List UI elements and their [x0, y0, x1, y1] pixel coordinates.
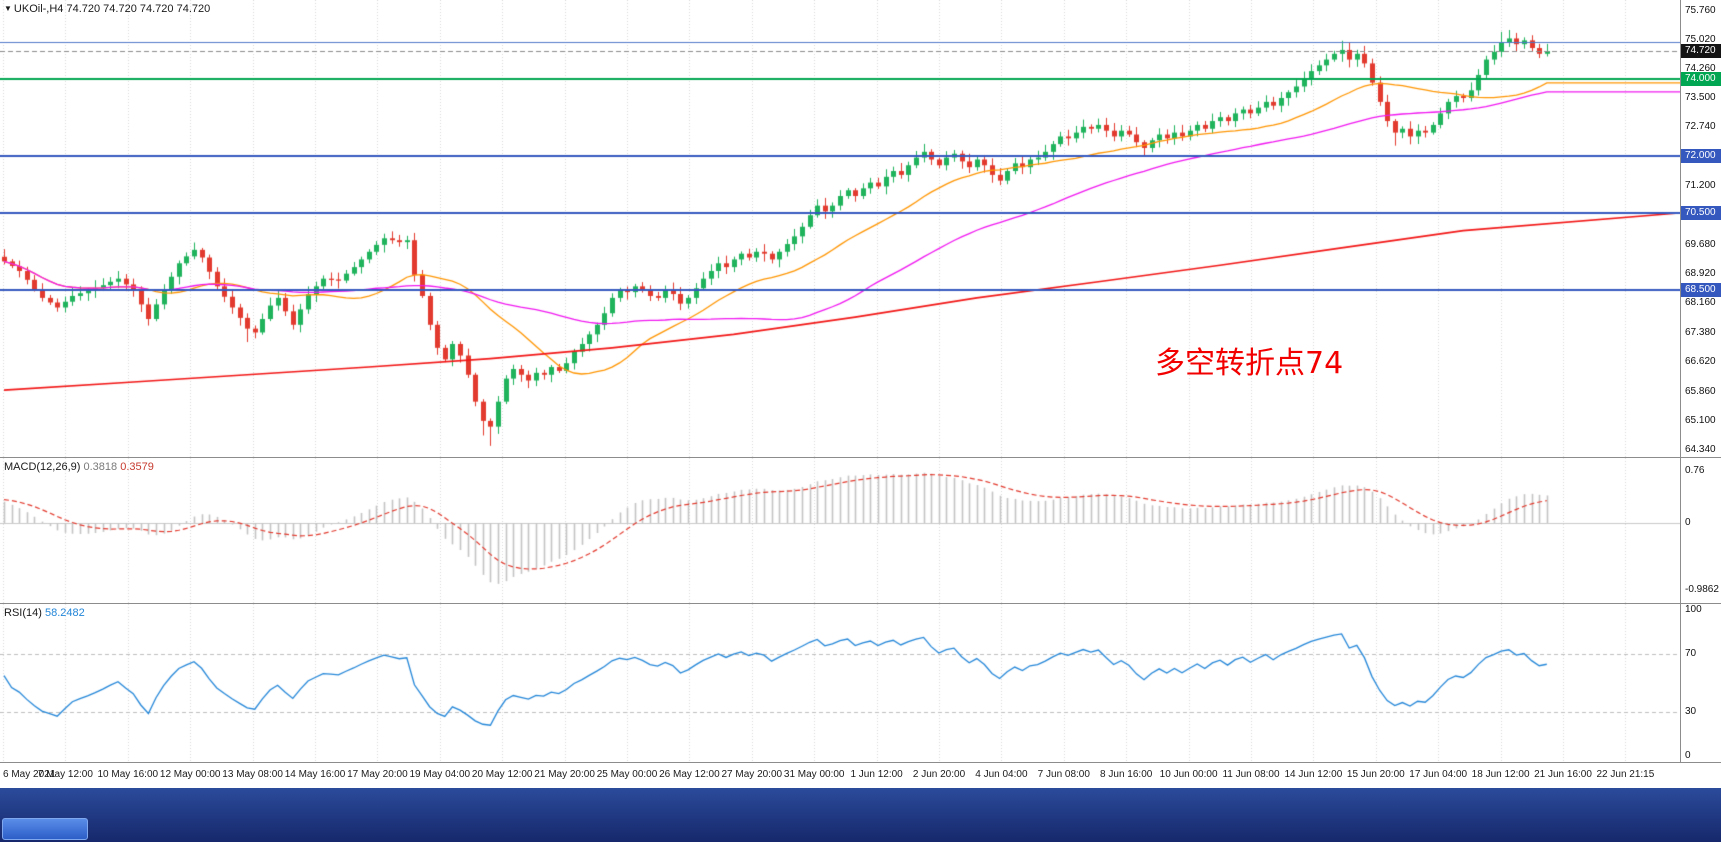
time-axis-label: 20 May 12:00 [471, 769, 533, 780]
hline-badge-70-500: 70.500 [1681, 206, 1721, 221]
time-axis-label: 7 Jun 08:00 [1037, 769, 1090, 780]
chart-annotation-text: 多空转折点74 [1155, 346, 1344, 381]
time-axis-label: 12 May 00:00 [159, 769, 221, 780]
price-axis-label: 64.340 [1685, 444, 1716, 456]
time-axis-label: 2 Jun 20:00 [912, 769, 966, 780]
macd-axis-label: -0.9862 [1685, 584, 1719, 596]
rsi-value: 58.2482 [44, 607, 85, 619]
rsi-indicator-label: RSI(14) 58.2482 [4, 607, 85, 619]
time-axis-label: 14 Jun 12:00 [1284, 769, 1343, 780]
macd-axis-label: 0 [1685, 516, 1691, 528]
hline-badge-74-000: 74.000 [1681, 71, 1721, 86]
symbol-ohlc-text: UKOil-,H4 74.720 74.720 74.720 74.720 [13, 3, 211, 15]
rsi-axis-label: 70 [1685, 647, 1697, 659]
macd-axis-label: 0.76 [1685, 464, 1705, 476]
time-axis-label: 13 May 08:00 [222, 769, 283, 780]
macd-signal-value: 0.3579 [120, 461, 154, 473]
time-axis-label: 21 Jun 16:00 [1534, 769, 1592, 780]
time-axis-label: 10 Jun 00:00 [1159, 769, 1218, 780]
macd-name: MACD(12,26,9) [4, 461, 81, 473]
price-axis-label: 66.620 [1685, 356, 1716, 368]
hline-badge-72-000: 72.000 [1681, 148, 1721, 163]
price-axis-label: 65.100 [1685, 414, 1716, 426]
rsi-name: RSI(14) [4, 607, 42, 619]
time-axis-label: 10 May 16:00 [97, 769, 159, 780]
time-axis-label: 26 May 12:00 [659, 769, 720, 780]
time-axis-label: 18 Jun 12:00 [1471, 769, 1530, 780]
pane-divider[interactable] [0, 603, 1721, 604]
time-axis-label: 25 May 00:00 [596, 769, 658, 780]
time-axis-label: 11 Jun 08:00 [1222, 769, 1280, 780]
chart-ohlc-label: ▼ UKOil-,H4 74.720 74.720 74.720 74.720 [4, 3, 210, 15]
macd-indicator-canvas[interactable] [0, 458, 1680, 603]
hline-badge-68-500: 68.500 [1681, 283, 1721, 298]
time-axis-label: 19 May 04:00 [409, 769, 471, 780]
price-axis-label: 68.920 [1685, 268, 1716, 280]
taskbar-start-button[interactable] [2, 818, 88, 840]
price-scale[interactable]: 75.760 75.020 74.260 73.500 72.740 71.200 69.6… [1680, 0, 1721, 763]
time-axis-label: 1 Jun 12:00 [850, 769, 903, 780]
time-axis-label: 14 May 16:00 [284, 769, 346, 780]
price-axis-label: 65.860 [1685, 385, 1716, 397]
current-price-badge: 74.720 [1681, 44, 1721, 59]
rsi-axis-label: 30 [1685, 706, 1697, 718]
price-axis-label: 71.200 [1685, 180, 1716, 192]
time-axis-label: 15 Jun 20:00 [1346, 769, 1405, 780]
pane-divider [0, 762, 1721, 763]
price-axis-label: 69.680 [1685, 238, 1716, 250]
price-axis-label: 74.260 [1685, 62, 1716, 74]
time-axis-label: 8 Jun 16:00 [1100, 769, 1153, 780]
rsi-indicator-canvas[interactable] [0, 604, 1680, 762]
price-axis-label: 75.760 [1685, 5, 1716, 17]
symbol-dropdown-icon: ▼ [4, 4, 12, 13]
pane-divider[interactable] [0, 457, 1721, 458]
time-axis-label: 22 Jun 21:15 [1596, 769, 1655, 780]
time-axis-label: 7 May 12:00 [37, 769, 93, 780]
price-axis-label: 73.500 [1685, 92, 1716, 103]
macd-indicator-label: MACD(12,26,9) 0.3818 0.3579 [4, 461, 154, 473]
price-chart-canvas[interactable] [0, 0, 1680, 457]
price-axis-label: 72.740 [1685, 121, 1716, 133]
time-axis-label: 31 May 00:00 [783, 769, 845, 780]
time-axis-label: 4 Jun 04:00 [975, 769, 1028, 780]
time-axis-label: 17 Jun 04:00 [1409, 769, 1468, 780]
time-axis-label: 27 May 20:00 [721, 769, 783, 780]
price-axis-label: 68.160 [1685, 297, 1716, 309]
time-axis-label: 17 May 20:00 [347, 769, 408, 780]
time-axis-label: 6 May 2021 [3, 769, 56, 780]
macd-main-value: 0.3818 [83, 461, 118, 473]
rsi-axis-label: 0 [1685, 750, 1691, 761]
price-axis-label: 67.380 [1685, 327, 1716, 339]
taskbar [0, 788, 1721, 842]
rsi-axis-label: 100 [1685, 604, 1702, 615]
time-axis[interactable]: 6 May 2021 7 May 12:00 10 May 16:00 12 May … [0, 763, 1721, 788]
time-axis-label: 21 May 20:00 [534, 769, 595, 780]
price-axis-label: 75.020 [1685, 33, 1716, 45]
